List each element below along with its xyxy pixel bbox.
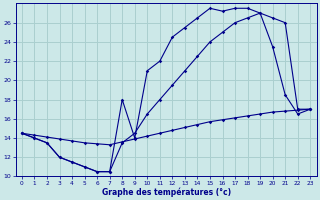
X-axis label: Graphe des températures (°c): Graphe des températures (°c) (101, 187, 231, 197)
